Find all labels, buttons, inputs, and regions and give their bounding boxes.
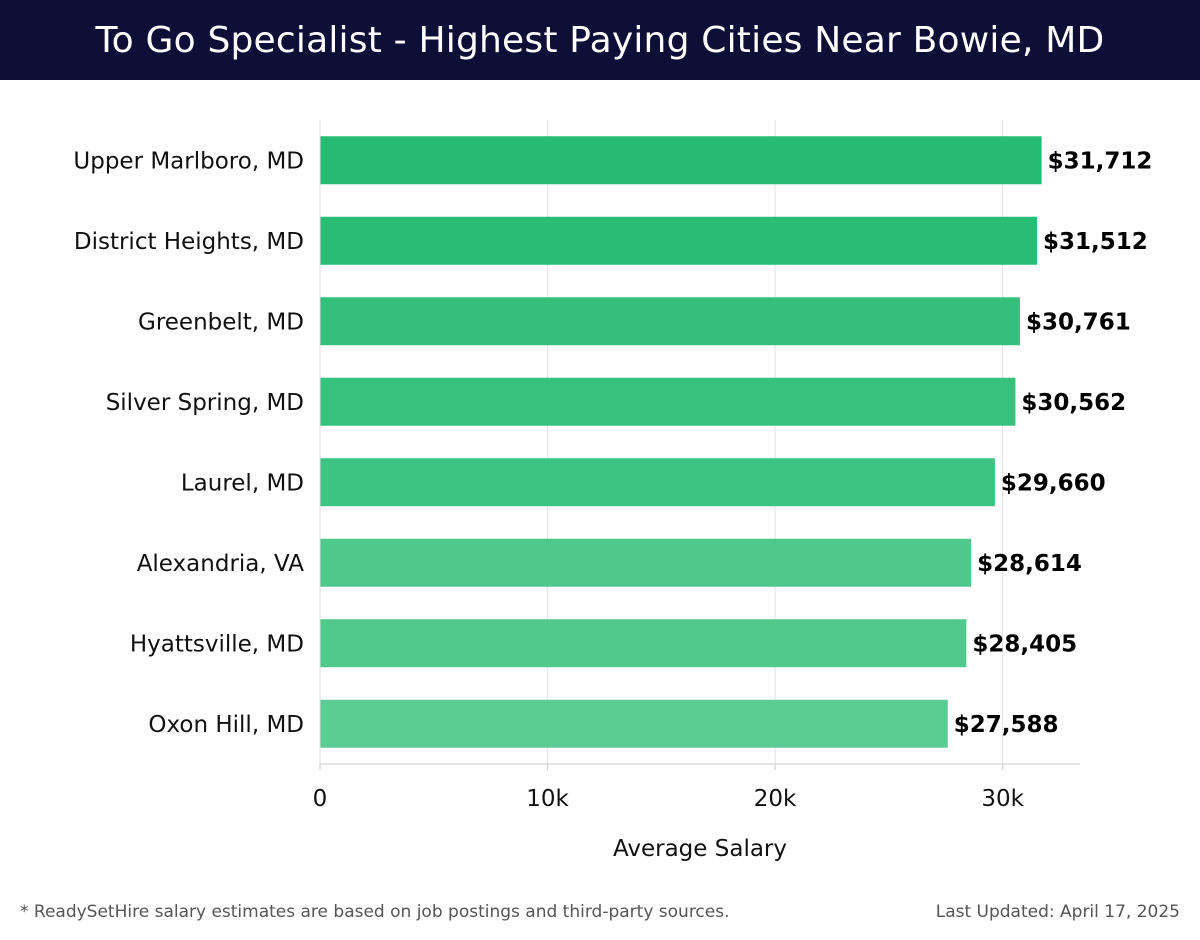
bars xyxy=(320,136,1042,748)
x-tick-label: 10k xyxy=(526,786,569,812)
bar xyxy=(320,538,972,587)
value-label: $28,405 xyxy=(972,631,1077,657)
bar xyxy=(320,699,948,748)
bar xyxy=(320,297,1020,346)
category-label: Hyattsville, MD xyxy=(130,631,304,657)
bar xyxy=(320,136,1042,185)
category-label: Greenbelt, MD xyxy=(138,309,304,335)
bar xyxy=(320,458,995,507)
value-label: $30,761 xyxy=(1026,309,1131,335)
labels: Upper Marlboro, MD $31,712 District Height… xyxy=(73,148,1152,738)
category-label: Silver Spring, MD xyxy=(106,390,304,416)
salary-bar-chart: 0 10k 20k 30k Average Salary Upper Marlboro,… xyxy=(73,120,1152,862)
chart-title: To Go Specialist - Highest Paying Cities… xyxy=(95,19,1105,61)
value-label: $31,712 xyxy=(1048,148,1153,174)
value-label: $27,588 xyxy=(954,712,1059,738)
value-label: $28,614 xyxy=(977,551,1082,577)
last-updated: Last Updated: April 17, 2025 xyxy=(935,902,1180,922)
bar xyxy=(320,216,1038,265)
x-axis-title: Average Salary xyxy=(613,836,787,862)
bar xyxy=(320,619,967,668)
x-tick-label: 0 xyxy=(313,786,328,812)
axes: 0 10k 20k 30k Average Salary xyxy=(313,120,1080,862)
category-label: District Heights, MD xyxy=(74,229,304,255)
value-label: $31,512 xyxy=(1043,229,1148,255)
category-label: Oxon Hill, MD xyxy=(148,712,304,738)
gridlines xyxy=(547,120,1004,764)
x-tick-label: 20k xyxy=(754,786,797,812)
x-tick-label: 30k xyxy=(981,786,1024,812)
title-bar: To Go Specialist - Highest Paying Cities… xyxy=(0,0,1200,80)
category-label: Alexandria, VA xyxy=(137,551,305,577)
bar xyxy=(320,377,1016,426)
footer-note: * ReadySetHire salary estimates are base… xyxy=(20,902,730,922)
category-label: Upper Marlboro, MD xyxy=(73,148,304,174)
value-label: $29,660 xyxy=(1001,470,1106,496)
value-label: $30,562 xyxy=(1021,390,1126,416)
category-label: Laurel, MD xyxy=(181,470,304,496)
